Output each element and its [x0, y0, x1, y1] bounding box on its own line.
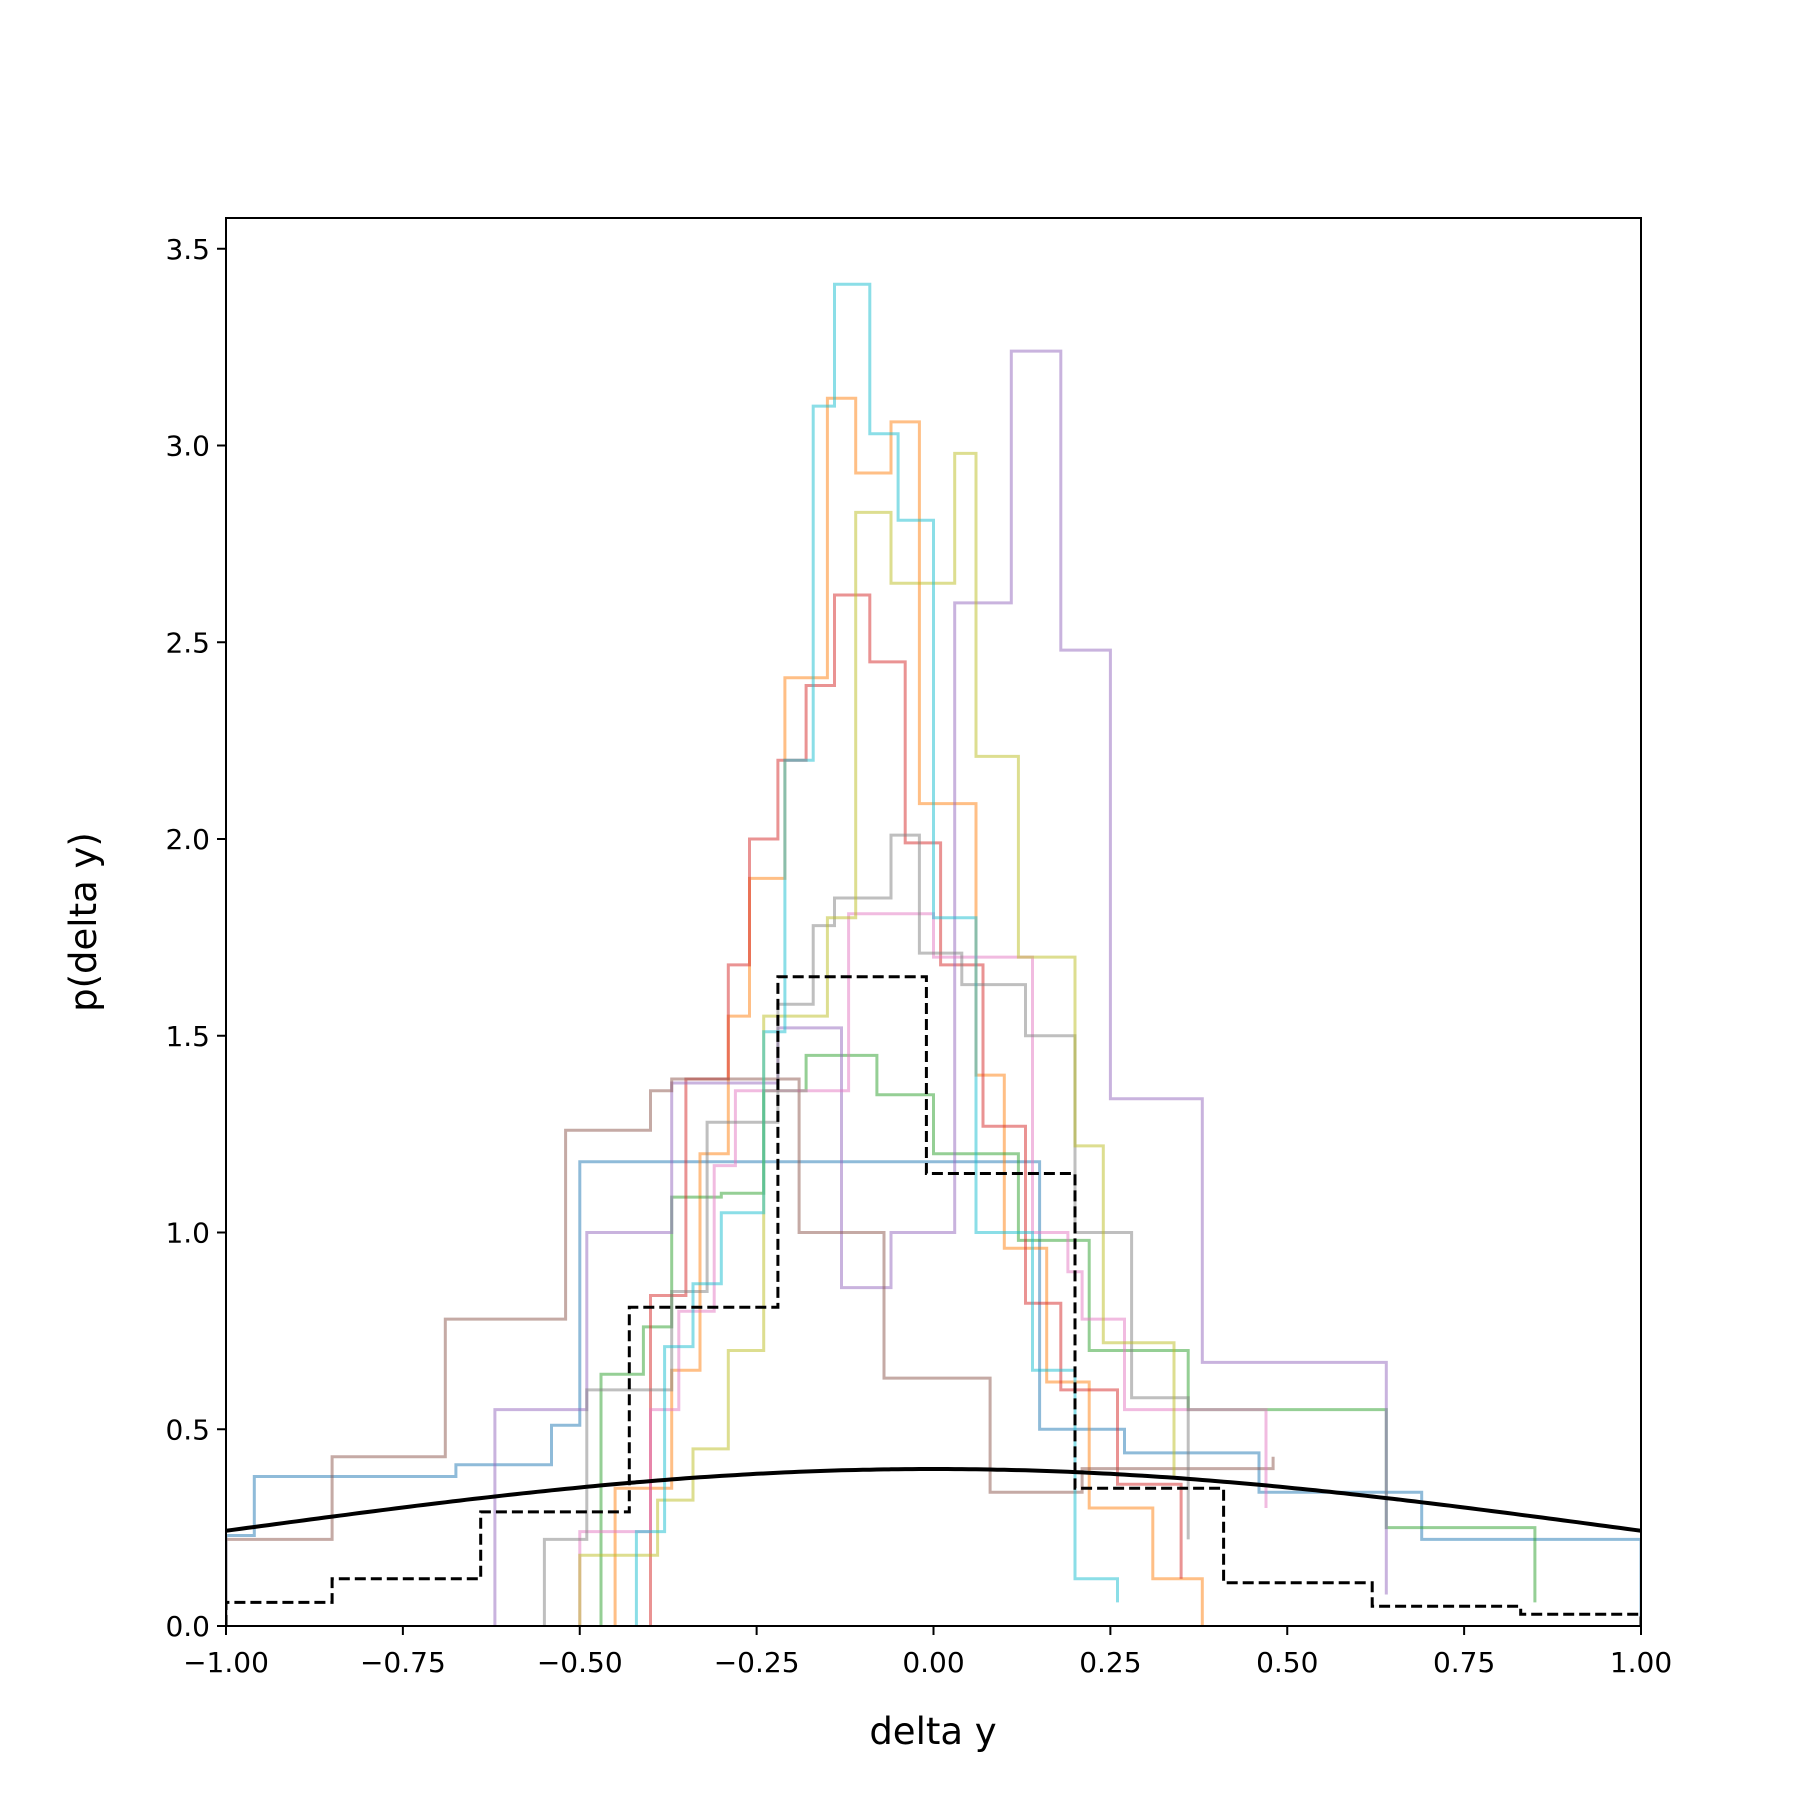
- y-tick-label: 0.5: [165, 1413, 210, 1446]
- x-tick-label: 0.75: [1433, 1646, 1495, 1679]
- histogram-series-3: [599, 1053, 1537, 1626]
- y-tick-label: 2.5: [165, 626, 210, 659]
- x-tick-label: −0.50: [537, 1646, 623, 1679]
- histogram-dashed-series: [226, 975, 1641, 1626]
- y-tick-label: 1.0: [165, 1217, 210, 1250]
- y-tick-label: 2.0: [165, 823, 210, 856]
- gaussian-curve: [226, 1467, 1641, 1533]
- y-axis-label: p(delta y): [62, 832, 105, 1012]
- y-tick-label: 3.5: [165, 233, 210, 266]
- histogram-series-1: [226, 1160, 1641, 1626]
- x-tick-label: −0.75: [360, 1646, 446, 1679]
- histogram-series-6: [226, 1077, 1275, 1626]
- histogram-series-2: [613, 396, 1204, 1626]
- x-axis-label: delta y: [869, 1710, 996, 1753]
- x-axis: −1.00 −0.75 −0.50 −0.25 0.00 0.25 0.50 0.75 1.00: [183, 1626, 1672, 1679]
- x-tick-label: 0.00: [902, 1646, 964, 1679]
- x-tick-label: −1.00: [183, 1646, 269, 1679]
- x-tick-label: 1.00: [1610, 1646, 1672, 1679]
- x-tick-label: 0.50: [1256, 1646, 1318, 1679]
- y-tick-label: 1.5: [165, 1020, 210, 1053]
- series-layer: [226, 282, 1641, 1626]
- y-axis: 0.0 0.5 1.0 1.5 2.0 2.5 3.0 3.5: [165, 233, 226, 1643]
- y-tick-label: 0.0: [165, 1610, 210, 1643]
- histogram-series-7: [578, 912, 1268, 1626]
- y-tick-label: 3.0: [165, 430, 210, 463]
- x-tick-label: 0.25: [1079, 1646, 1141, 1679]
- histogram-series-4: [649, 593, 1183, 1626]
- histogram-series-10: [634, 282, 1119, 1626]
- histogram-series-5: [493, 349, 1388, 1626]
- histogram-series-9: [578, 451, 1176, 1626]
- x-tick-label: −0.25: [714, 1646, 800, 1679]
